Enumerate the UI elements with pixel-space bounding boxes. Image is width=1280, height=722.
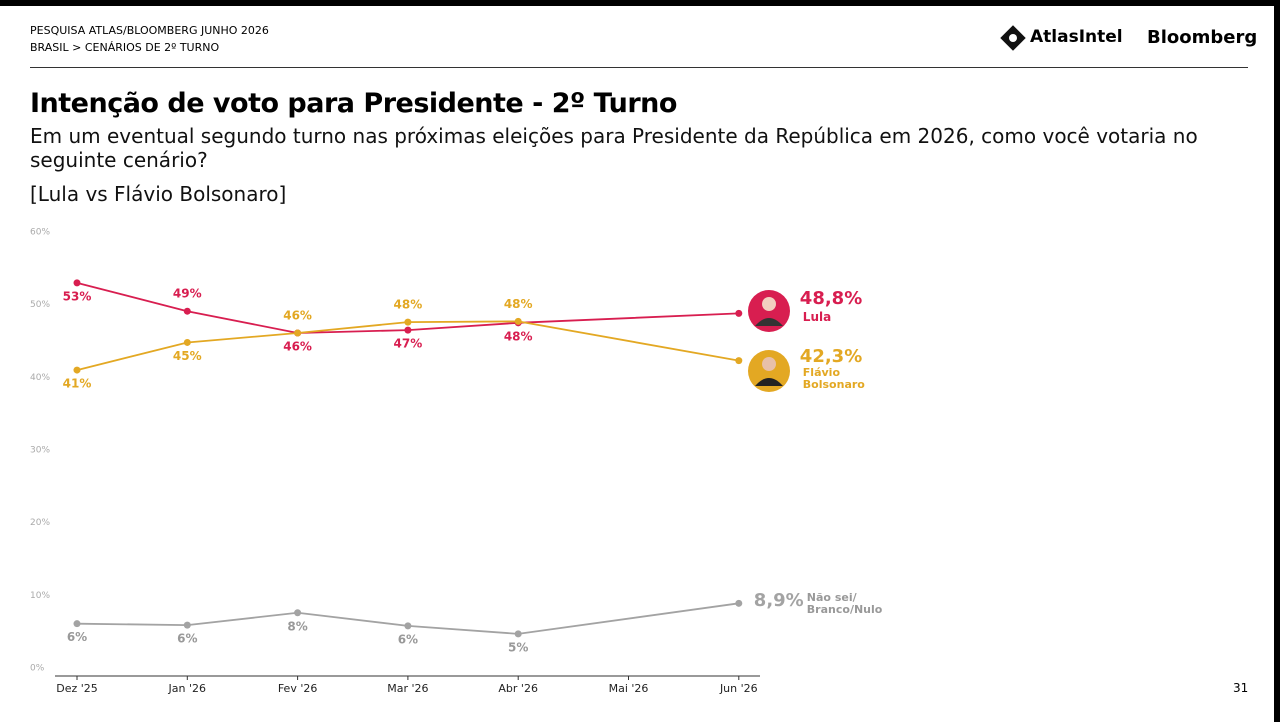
- logo-atlas: AtlasIntel: [1030, 27, 1123, 47]
- series-line: [76, 281, 739, 334]
- x-tick-label: Dez '25: [56, 682, 98, 695]
- x-tick-label: Jan '26: [168, 682, 206, 695]
- end-value: 48,8%: [799, 288, 863, 310]
- logo-bloomberg: Bloomberg: [1147, 27, 1258, 48]
- y-tick-label: 40%: [30, 373, 50, 383]
- avatar-face: [762, 297, 776, 311]
- point: [73, 366, 81, 374]
- point: [294, 329, 302, 337]
- series-line: [76, 602, 739, 635]
- y-tick-label: 0%: [30, 664, 45, 674]
- value-label: 53%: [63, 289, 92, 303]
- avatar-body: [755, 318, 783, 326]
- subtitle: Em um eventual segundo turno nas próxima…: [30, 124, 1198, 172]
- point: [183, 338, 191, 346]
- page-number: 31: [1233, 681, 1249, 695]
- value-label: 6%: [67, 630, 87, 644]
- atlas-icon: [1000, 25, 1026, 51]
- y-tick-label: 10%: [30, 591, 50, 601]
- breadcrumb: BRASIL > CENÁRIOS DE 2º TURNO: [30, 41, 220, 54]
- y-tick-label: 30%: [30, 446, 50, 456]
- value-label: 47%: [394, 337, 423, 351]
- point: [183, 307, 191, 315]
- point: [735, 599, 743, 607]
- y-tick-label: 60%: [30, 228, 50, 238]
- point: [514, 317, 522, 325]
- title: Intenção de voto para Presidente - 2º Tu…: [30, 88, 677, 119]
- value-label: 6%: [177, 632, 197, 646]
- point: [73, 279, 81, 287]
- point: [735, 309, 743, 317]
- survey: PESQUISA ATLAS/BLOOMBERG JUNHO 2026: [30, 24, 269, 37]
- point: [514, 630, 522, 638]
- legend-label: Flávio Bolsonaro: [802, 365, 865, 391]
- point: [404, 622, 412, 630]
- point: [735, 357, 743, 365]
- legend-label: Não sei/ Branco/Nulo: [806, 591, 883, 617]
- value-label: 45%: [173, 349, 202, 363]
- avatar-face: [762, 357, 776, 371]
- value-label: 8%: [287, 619, 307, 633]
- end-value: 8,9%: [753, 590, 804, 612]
- right-bar: [1274, 0, 1280, 722]
- x-tick-label: Mar '26: [387, 682, 428, 695]
- point: [404, 326, 412, 334]
- value-label: 41%: [63, 377, 92, 391]
- x-tick-label: Jun '26: [719, 682, 758, 695]
- x-tick-label: Fev '26: [278, 682, 318, 695]
- y-tick-label: 20%: [30, 518, 50, 528]
- end-value: 42,3%: [799, 345, 863, 367]
- point: [404, 318, 412, 326]
- value-label: 5%: [508, 640, 528, 654]
- legend-label: Lula: [802, 310, 832, 325]
- x-tick-label: Abr '26: [498, 682, 538, 695]
- avatar-body: [755, 378, 783, 386]
- point: [73, 620, 81, 628]
- series-line: [76, 320, 739, 371]
- value-label: 46%: [283, 340, 312, 354]
- value-label: 49%: [173, 287, 202, 301]
- top-bar: [0, 0, 1280, 6]
- divider: [30, 67, 1248, 68]
- value-label: 6%: [398, 632, 418, 646]
- x-tick-label: Mai '26: [609, 682, 649, 695]
- scenario: [Lula vs Flávio Bolsonaro]: [30, 182, 287, 206]
- point: [183, 621, 191, 629]
- y-tick-label: 50%: [30, 300, 50, 310]
- value-label: 46%: [283, 309, 312, 323]
- point: [294, 609, 302, 617]
- value-label: 48%: [394, 298, 423, 312]
- value-label: 48%: [504, 329, 533, 343]
- value-label: 48%: [504, 297, 533, 311]
